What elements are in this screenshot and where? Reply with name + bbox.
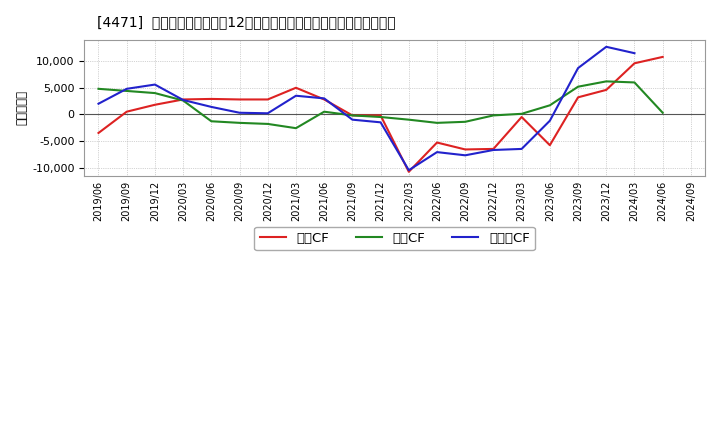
営業CF xyxy=(574,95,582,100)
営業CF xyxy=(546,143,554,148)
フリーCF xyxy=(489,147,498,153)
投資CF xyxy=(264,121,272,127)
営業CF xyxy=(602,87,611,92)
フリーCF xyxy=(150,82,159,87)
営業CF xyxy=(264,97,272,102)
フリーCF xyxy=(517,146,526,151)
投資CF xyxy=(630,80,639,85)
営業CF xyxy=(150,102,159,107)
営業CF xyxy=(489,146,498,151)
投資CF xyxy=(150,91,159,96)
営業CF xyxy=(433,140,441,145)
営業CF xyxy=(658,54,667,59)
投資CF xyxy=(517,111,526,117)
フリーCF xyxy=(461,153,469,158)
投資CF xyxy=(461,119,469,125)
Legend: 営業CF, 投資CF, フリーCF: 営業CF, 投資CF, フリーCF xyxy=(254,227,535,250)
フリーCF xyxy=(235,110,244,115)
Line: フリーCF: フリーCF xyxy=(99,47,634,170)
フリーCF xyxy=(320,96,328,101)
フリーCF xyxy=(630,51,639,56)
フリーCF xyxy=(207,104,216,110)
投資CF xyxy=(377,114,385,120)
営業CF xyxy=(461,147,469,152)
フリーCF xyxy=(179,97,187,103)
フリーCF xyxy=(602,44,611,49)
投資CF xyxy=(602,79,611,84)
営業CF xyxy=(292,85,300,90)
営業CF xyxy=(517,114,526,120)
投資CF xyxy=(94,86,103,92)
営業CF xyxy=(405,169,413,174)
投資CF xyxy=(574,84,582,89)
フリーCF xyxy=(405,168,413,173)
投資CF xyxy=(658,110,667,115)
Line: 営業CF: 営業CF xyxy=(99,57,662,172)
投資CF xyxy=(433,120,441,125)
投資CF xyxy=(405,117,413,122)
Y-axis label: （百万円）: （百万円） xyxy=(15,90,28,125)
Line: 投資CF: 投資CF xyxy=(99,81,662,128)
投資CF xyxy=(292,125,300,131)
フリーCF xyxy=(574,66,582,71)
営業CF xyxy=(235,97,244,102)
営業CF xyxy=(320,97,328,102)
フリーCF xyxy=(264,110,272,116)
営業CF xyxy=(207,96,216,102)
投資CF xyxy=(546,103,554,108)
営業CF xyxy=(348,113,356,118)
投資CF xyxy=(122,88,131,94)
投資CF xyxy=(207,119,216,124)
営業CF xyxy=(94,130,103,136)
営業CF xyxy=(630,61,639,66)
フリーCF xyxy=(122,86,131,92)
フリーCF xyxy=(433,150,441,155)
営業CF xyxy=(179,97,187,102)
投資CF xyxy=(179,98,187,103)
投資CF xyxy=(348,113,356,118)
フリーCF xyxy=(546,118,554,123)
フリーCF xyxy=(377,120,385,125)
フリーCF xyxy=(292,93,300,99)
営業CF xyxy=(122,109,131,114)
投資CF xyxy=(235,120,244,125)
投資CF xyxy=(489,113,498,118)
フリーCF xyxy=(94,101,103,106)
営業CF xyxy=(377,113,385,118)
投資CF xyxy=(320,109,328,114)
フリーCF xyxy=(348,117,356,122)
Text: [4471]  キャッシュフローの12か月移動合計の対前年同期増減額の推移: [4471] キャッシュフローの12か月移動合計の対前年同期増減額の推移 xyxy=(96,15,395,29)
